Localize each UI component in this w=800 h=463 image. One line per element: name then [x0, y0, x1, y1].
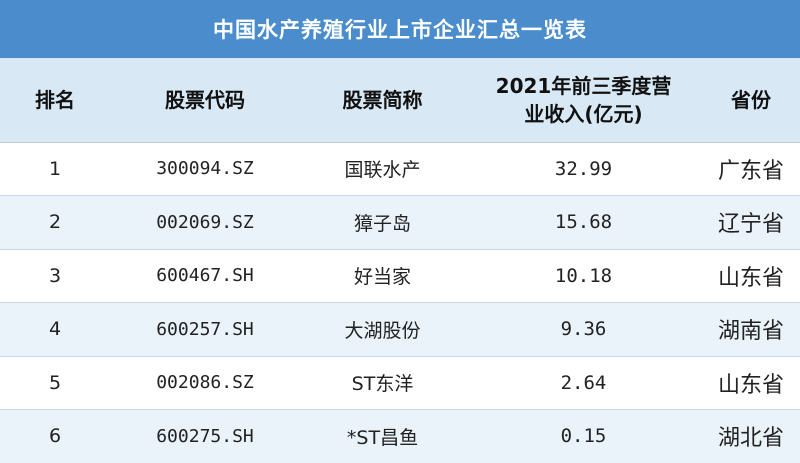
cell-revenue: 15.68: [465, 195, 702, 250]
cell-province: 广东省: [702, 142, 800, 196]
cell-code: 600275.SH: [110, 409, 300, 463]
cell-name: 獐子岛: [300, 195, 465, 250]
cell-rank: 4: [0, 302, 110, 357]
cell-rank: 1: [0, 142, 110, 196]
cell-revenue: 2.64: [465, 356, 702, 410]
cell-rank: 3: [0, 249, 110, 303]
table-row: 6 600275.SH *ST昌鱼 0.15 湖北省: [0, 409, 800, 463]
cell-revenue: 0.15: [465, 409, 702, 463]
header-revenue-line1: 2021年前三季度营: [495, 73, 672, 98]
cell-province: 辽宁省: [702, 195, 800, 250]
table-row: 2 002069.SZ 獐子岛 15.68 辽宁省: [0, 195, 800, 250]
cell-revenue: 9.36: [465, 302, 702, 357]
cell-name: ST东洋: [300, 356, 465, 410]
table-row: 4 600257.SH 大湖股份 9.36 湖南省: [0, 302, 800, 357]
header-revenue-line2: 业收入(亿元): [524, 101, 643, 126]
table-row: 1 300094.SZ 国联水产 32.99 广东省: [0, 142, 800, 196]
cell-province: 湖北省: [702, 409, 800, 463]
cell-province: 湖南省: [702, 302, 800, 357]
cell-rank: 6: [0, 409, 110, 463]
cell-name: 好当家: [300, 249, 465, 303]
cell-province: 山东省: [702, 249, 800, 303]
table-title: 中国水产养殖行业上市企业汇总一览表: [0, 0, 800, 58]
cell-name: 国联水产: [300, 142, 465, 196]
company-table: 排名 股票代码 股票简称 2021年前三季度营 业收入(亿元) 省份 1 300…: [0, 58, 800, 463]
header-province: 省份: [702, 58, 800, 143]
cell-code: 002086.SZ: [110, 356, 300, 410]
cell-code: 600257.SH: [110, 302, 300, 357]
cell-code: 002069.SZ: [110, 195, 300, 250]
header-revenue: 2021年前三季度营 业收入(亿元): [465, 58, 702, 143]
header-code: 股票代码: [110, 58, 300, 143]
cell-revenue: 10.18: [465, 249, 702, 303]
header-row: 排名 股票代码 股票简称 2021年前三季度营 业收入(亿元) 省份: [0, 58, 800, 143]
table-row: 3 600467.SH 好当家 10.18 山东省: [0, 249, 800, 303]
table-row: 5 002086.SZ ST东洋 2.64 山东省: [0, 356, 800, 410]
cell-rank: 5: [0, 356, 110, 410]
cell-revenue: 32.99: [465, 142, 702, 196]
header-name: 股票简称: [300, 58, 465, 143]
cell-name: 大湖股份: [300, 302, 465, 357]
header-rank: 排名: [0, 58, 110, 143]
cell-code: 600467.SH: [110, 249, 300, 303]
cell-code: 300094.SZ: [110, 142, 300, 196]
cell-rank: 2: [0, 195, 110, 250]
cell-name: *ST昌鱼: [300, 409, 465, 463]
cell-province: 山东省: [702, 356, 800, 410]
